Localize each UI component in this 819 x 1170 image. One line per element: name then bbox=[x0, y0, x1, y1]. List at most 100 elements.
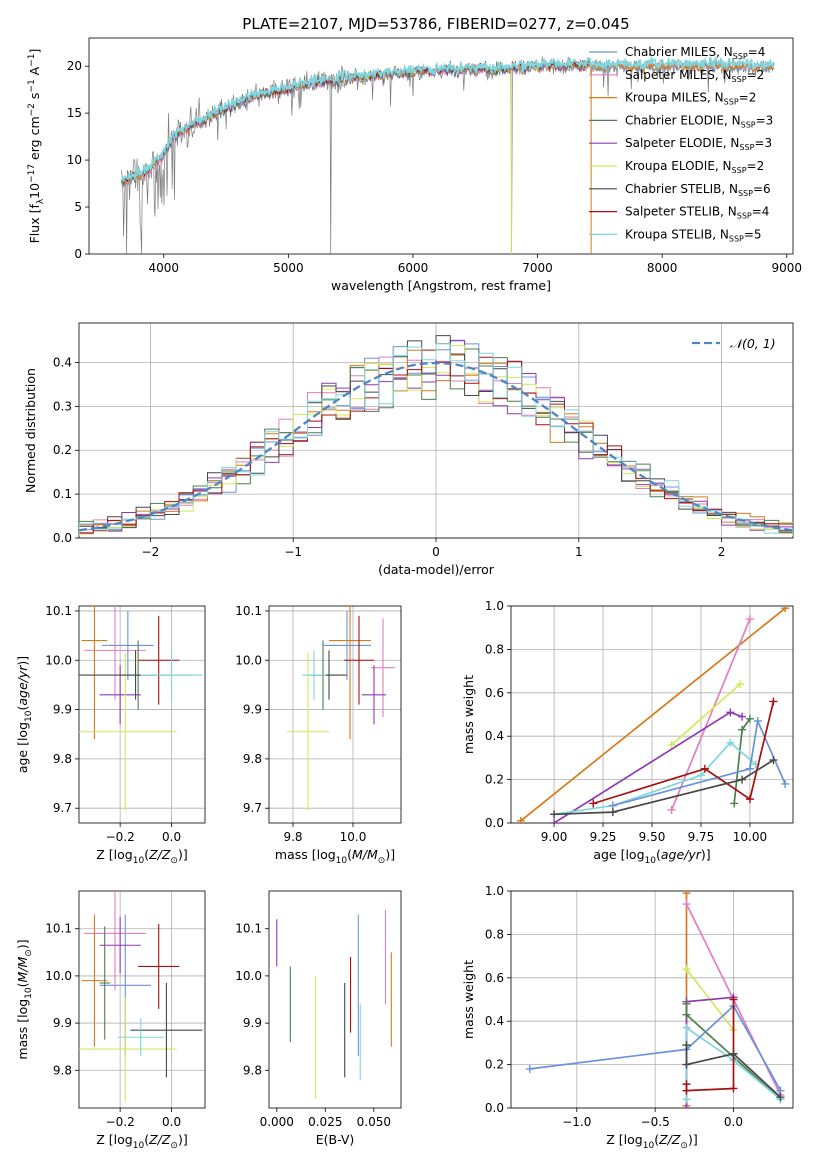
weight-point bbox=[700, 764, 709, 773]
weight-point bbox=[781, 779, 790, 788]
weight-series-chabrier-stelib bbox=[550, 756, 778, 819]
x-tick-label: 7000 bbox=[522, 261, 553, 275]
errorbar-kroupa-stelib bbox=[140, 650, 203, 700]
errorbar-salpeter-stelib bbox=[138, 924, 180, 1009]
y-tick-label: 0.2 bbox=[485, 1058, 504, 1072]
legend-item-chabrier-elodie: Chabrier ELODIE, NSSP=3 bbox=[589, 113, 773, 129]
spectrum-plot bbox=[120, 56, 775, 254]
weight-point bbox=[745, 764, 754, 773]
panel-4-lines bbox=[516, 606, 790, 823]
axes-frame bbox=[78, 890, 206, 1109]
weight-series-chabrier-stelib bbox=[682, 1041, 785, 1102]
panel-1-xlabel: (data-model)/error bbox=[378, 562, 495, 577]
weight-point bbox=[726, 738, 735, 747]
x-tick-label: 9.8 bbox=[283, 830, 302, 844]
panel-5-axes: −0.2 0.0 9.8 9.9 10.0 10.1 bbox=[45, 890, 206, 1129]
panel-0-axes: 4000 5000 6000 7000 8000 9000 0 5 10 15 20 bbox=[67, 37, 802, 275]
histogram-kroupa-stelib bbox=[79, 343, 793, 536]
weight-point bbox=[682, 965, 691, 974]
weight-point bbox=[736, 680, 745, 689]
y-tick-label: 0 bbox=[74, 247, 82, 261]
figure-title: PLATE=2107, MJD=53786, FIBERID=0277, z=0… bbox=[242, 15, 629, 33]
x-tick-label: 9.00 bbox=[541, 830, 568, 844]
y-tick-label: 20 bbox=[67, 59, 82, 73]
panel-5-errorbars bbox=[79, 891, 203, 1101]
panel-6-axes: 0.000 0.025 0.050 9.8 9.9 10.0 10.1 bbox=[235, 890, 402, 1129]
x-tick-label: 0.025 bbox=[308, 1115, 342, 1129]
errorbar-kroupa-miles bbox=[81, 606, 108, 740]
legend-label: Kroupa MILES, NSSP=2 bbox=[625, 91, 756, 107]
x-tick-label: −0.2 bbox=[106, 1115, 135, 1129]
panel-1-ylabel: Normed distribution bbox=[23, 368, 38, 493]
normal-reference-curve bbox=[79, 361, 793, 532]
legend-label: Chabrier STELIB, NSSP=6 bbox=[625, 182, 771, 198]
legend-label: Chabrier ELODIE, NSSP=3 bbox=[625, 113, 773, 129]
y-tick-label: 0.6 bbox=[485, 971, 504, 985]
panel-3-errorbars bbox=[287, 606, 395, 811]
panel-5-ylabel: mass [log10(M/M⊙)] bbox=[15, 939, 34, 1059]
panel-7-axes: −1.0 −0.5 0.0 0.0 0.2 0.4 0.6 0.8 1.0 bbox=[485, 884, 794, 1129]
weight-point bbox=[589, 799, 598, 808]
x-tick-label: 8000 bbox=[647, 261, 678, 275]
x-tick-label: 9.75 bbox=[688, 830, 715, 844]
y-tick-label: 10 bbox=[67, 153, 82, 167]
weight-point bbox=[769, 697, 778, 706]
weight-point bbox=[776, 1093, 785, 1102]
weight-point bbox=[696, 771, 705, 780]
weight-point bbox=[682, 1060, 691, 1069]
panel-7-xlabel: Z [log10(Z/Z⊙)] bbox=[606, 1132, 697, 1151]
model-spectrum-kroupa-stelib bbox=[120, 56, 775, 182]
legend-item-kroupa-miles: Kroupa MILES, NSSP=2 bbox=[589, 91, 756, 107]
y-tick-label: 0.0 bbox=[485, 816, 504, 830]
y-tick-label: 9.9 bbox=[53, 1016, 72, 1030]
y-tick-label: 1.0 bbox=[485, 599, 504, 613]
weight-point bbox=[769, 756, 778, 765]
histogram-legend: 𝒩(0, 1) bbox=[692, 336, 776, 351]
weight-point bbox=[682, 999, 691, 1008]
y-tick-label: 9.8 bbox=[53, 752, 72, 766]
axes-frame bbox=[78, 322, 794, 539]
x-tick-label: 9000 bbox=[771, 261, 802, 275]
panel-7-lines bbox=[525, 891, 785, 1108]
weight-point bbox=[753, 717, 762, 726]
errorbar-chabrier-miles bbox=[102, 610, 154, 680]
legend-label: Chabrier MILES, NSSP=4 bbox=[625, 45, 765, 61]
x-tick-label: 6000 bbox=[398, 261, 429, 275]
legend-label: Salpeter STELIB, NSSP=4 bbox=[625, 205, 769, 221]
legend-label: Kroupa STELIB, NSSP=5 bbox=[625, 227, 762, 243]
weight-series-salpeter-stelib bbox=[682, 995, 738, 1095]
y-tick-label: 9.9 bbox=[53, 703, 72, 717]
legend-label: Salpeter MILES, NSSP=2 bbox=[625, 68, 764, 84]
x-tick-label: 0.050 bbox=[357, 1115, 391, 1129]
panel-6-xlabel: E(B-V) bbox=[316, 1132, 355, 1147]
y-tick-label: 9.9 bbox=[243, 703, 262, 717]
x-tick-label: 2 bbox=[718, 545, 726, 559]
weight-point bbox=[745, 795, 754, 804]
weight-point bbox=[738, 725, 747, 734]
y-tick-label: 9.7 bbox=[53, 801, 72, 815]
legend-item-salpeter-elodie: Salpeter ELODIE, NSSP=3 bbox=[589, 136, 772, 152]
residual-histograms bbox=[79, 335, 793, 536]
weight-point bbox=[738, 712, 747, 721]
weight-point bbox=[745, 615, 754, 624]
weight-point bbox=[667, 805, 676, 814]
weight-point bbox=[667, 740, 676, 749]
y-tick-label: 0.1 bbox=[53, 487, 72, 501]
panel-2-ylabel: age [log10(age/yr)] bbox=[15, 656, 34, 773]
y-tick-label: 10.0 bbox=[45, 653, 72, 667]
y-tick-label: 9.8 bbox=[243, 1063, 262, 1077]
y-tick-label: 0.4 bbox=[53, 355, 72, 369]
axes-frame bbox=[268, 890, 402, 1109]
panel-2-errorbars bbox=[79, 606, 203, 811]
errorbar-chabrier-stelib bbox=[130, 982, 203, 1078]
weight-point bbox=[682, 1041, 691, 1050]
errorbar-kroupa-elodie bbox=[79, 997, 177, 1101]
panel-4-ylabel: mass weight bbox=[461, 675, 476, 754]
y-tick-label: 10.1 bbox=[235, 922, 262, 936]
weight-point bbox=[781, 606, 790, 613]
weight-point bbox=[745, 714, 754, 723]
y-tick-label: 5 bbox=[74, 200, 82, 214]
errorbar-salpeter-miles bbox=[371, 618, 395, 717]
y-tick-label: 10.1 bbox=[235, 604, 262, 618]
